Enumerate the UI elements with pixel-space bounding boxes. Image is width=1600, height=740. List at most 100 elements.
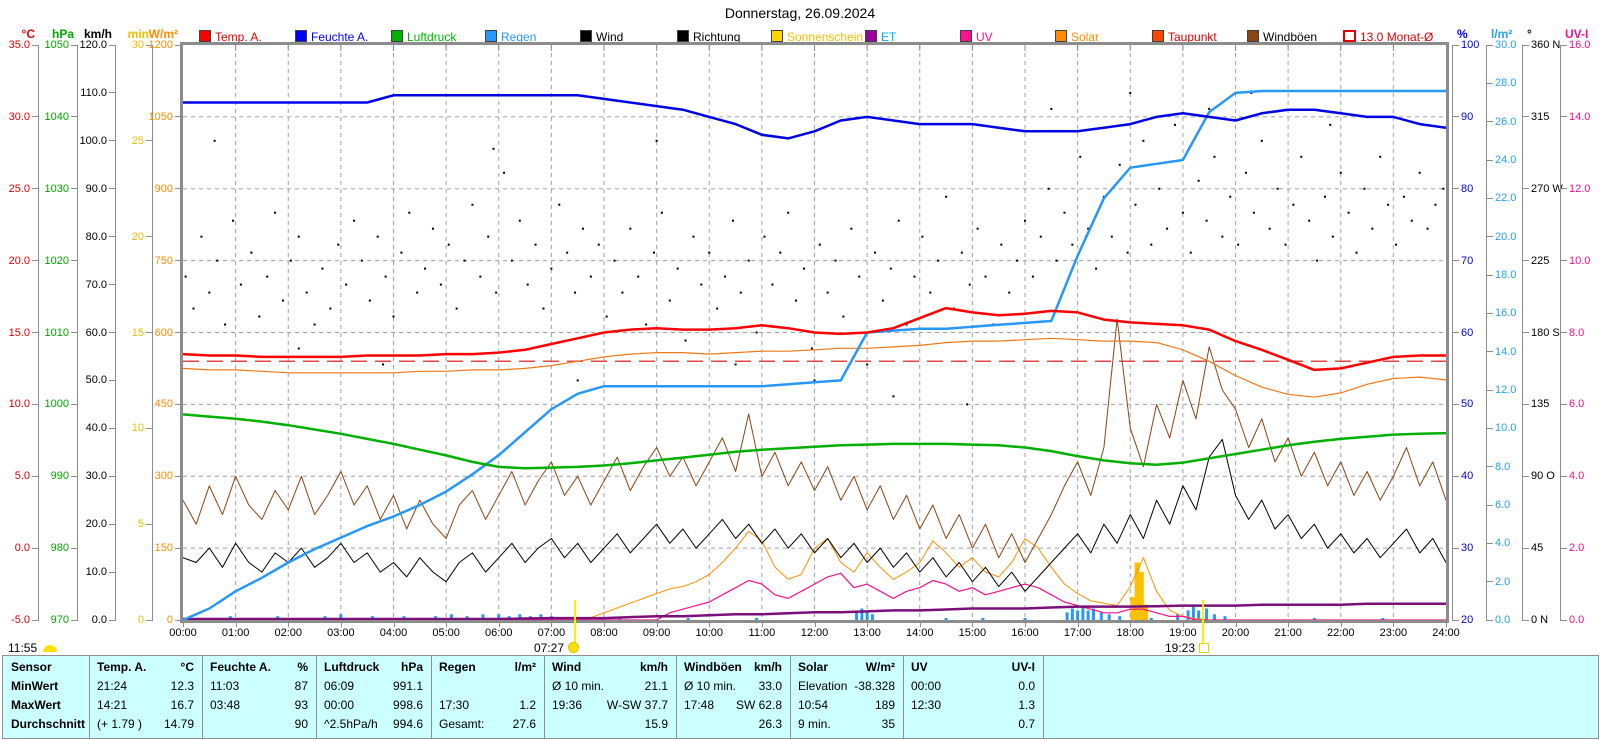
direction-dot bbox=[200, 235, 203, 238]
legend-item-Sonnenschein: Sonnenschein bbox=[771, 30, 863, 44]
direction-dot bbox=[305, 291, 308, 294]
direction-dot bbox=[313, 323, 316, 326]
direction-dot bbox=[1316, 259, 1319, 262]
direction-dot bbox=[400, 251, 403, 254]
tick bbox=[1487, 466, 1493, 468]
tick-label: 180 S bbox=[1531, 326, 1560, 339]
legend-swatch-Richtung bbox=[677, 30, 689, 42]
tick-label: 600 bbox=[154, 326, 173, 339]
legend-label: Windböen bbox=[1263, 30, 1318, 44]
direction-dot bbox=[968, 283, 971, 286]
cell-Luftdruck-r0-v: hPa bbox=[400, 660, 423, 674]
cell-Regen-r3-v: 27.6 bbox=[512, 717, 536, 731]
direction-dot bbox=[353, 219, 356, 222]
tick-label: 6.0 bbox=[1569, 398, 1585, 411]
cell-Solar-r2-l: 10:54 bbox=[798, 698, 829, 712]
tick bbox=[175, 475, 181, 477]
rain-bar bbox=[339, 614, 343, 620]
direction-dot bbox=[1150, 243, 1153, 246]
rain-bar bbox=[618, 618, 622, 620]
tick-label: 110.0 bbox=[80, 86, 107, 99]
tick-label: 18.0 bbox=[1495, 269, 1517, 281]
page-title: Donnerstag, 26.09.2024 bbox=[724, 5, 876, 21]
tick bbox=[146, 427, 152, 429]
tick bbox=[109, 523, 115, 525]
tick-label: 1050 bbox=[148, 110, 173, 123]
tick-label: 0 bbox=[137, 614, 144, 626]
tick-label: 0.0 bbox=[1495, 614, 1511, 626]
cell-Wind-r3-v: 15.9 bbox=[644, 717, 668, 731]
tick bbox=[71, 547, 77, 549]
rain-bar bbox=[981, 618, 985, 620]
tick-label: 0.0 bbox=[91, 614, 107, 626]
sunshine-bar bbox=[1130, 597, 1136, 620]
time-label-24:00: 24:00 bbox=[1432, 627, 1460, 639]
legend-swatch-ET bbox=[865, 30, 877, 42]
tick-label: 16.0 bbox=[1569, 39, 1591, 51]
cell-Windböen-r3-v: 26.3 bbox=[758, 717, 782, 731]
legend-swatch-Windböen bbox=[1247, 30, 1259, 42]
direction-dot bbox=[716, 307, 719, 310]
axis-unit-hPa: hPa bbox=[51, 27, 74, 41]
direction-dot bbox=[763, 235, 766, 238]
direction-dot bbox=[392, 315, 395, 318]
rain-bar bbox=[1070, 608, 1074, 620]
cell-Regen-r0-l: Regen bbox=[439, 660, 476, 674]
rain-bar bbox=[1381, 618, 1385, 620]
direction-dot bbox=[1339, 171, 1342, 174]
cell-Solar-r2-v: 189 bbox=[874, 698, 895, 712]
direction-dot bbox=[297, 235, 300, 238]
tick-label: 10 bbox=[131, 422, 144, 435]
sunset-marker bbox=[1202, 600, 1205, 652]
tick-label: 10.0 bbox=[1495, 422, 1517, 435]
direction-dot bbox=[503, 171, 506, 174]
table-separator bbox=[544, 656, 545, 738]
direction-dot bbox=[289, 259, 292, 262]
cell-Temp. A.-r3-l: (+ 1.79 ) bbox=[97, 717, 143, 731]
direction-dot bbox=[1363, 187, 1366, 190]
tick bbox=[146, 523, 152, 525]
tick bbox=[32, 188, 38, 190]
legend-label: Regen bbox=[501, 30, 537, 44]
cell-Windböen-r1-l: Ø 10 min. bbox=[684, 679, 737, 693]
tick bbox=[109, 188, 115, 190]
cell-Luftdruck-r2-l: 00:00 bbox=[324, 698, 355, 712]
legend-swatch-Regen bbox=[485, 30, 497, 42]
series-Solar bbox=[183, 530, 1446, 620]
direction-dot bbox=[1442, 187, 1445, 190]
direction-dot bbox=[866, 363, 869, 366]
direction-dot bbox=[1118, 163, 1121, 166]
tick-label: 4.0 bbox=[1569, 470, 1585, 483]
direction-dot bbox=[213, 139, 216, 142]
direction-dot bbox=[510, 259, 513, 262]
tick bbox=[109, 379, 115, 381]
direction-dot bbox=[960, 251, 963, 254]
tick bbox=[1487, 82, 1493, 84]
direction-dot bbox=[1252, 211, 1255, 214]
direction-dot bbox=[1024, 219, 1026, 222]
tick-label: 20 bbox=[1461, 614, 1474, 626]
rain-bar bbox=[1086, 610, 1090, 620]
tick bbox=[1561, 547, 1567, 549]
hour-tick bbox=[867, 620, 869, 627]
tick bbox=[109, 236, 115, 238]
tick bbox=[109, 332, 115, 333]
direction-dot bbox=[1229, 195, 1232, 198]
direction-dot bbox=[455, 307, 458, 310]
tick-label: 60.0 bbox=[85, 326, 107, 339]
tick-label: 70 bbox=[1461, 254, 1474, 267]
cell-Regen-r2-v: 1.2 bbox=[519, 698, 536, 712]
direction-dot bbox=[376, 235, 379, 238]
legend-item-Luftdruck: Luftdruck bbox=[391, 30, 456, 44]
tick bbox=[1523, 547, 1529, 549]
sunset-time: 19:23 bbox=[1165, 641, 1196, 655]
tick-label: 315 bbox=[1531, 110, 1550, 123]
direction-dot bbox=[1402, 195, 1405, 198]
tick-label: 0.0 bbox=[14, 542, 30, 555]
direction-dot bbox=[655, 139, 658, 142]
direction-dot bbox=[810, 347, 813, 350]
legend-swatch-Solar bbox=[1055, 30, 1067, 42]
tick bbox=[1487, 121, 1493, 123]
direction-dot bbox=[574, 291, 577, 294]
legend-label: Taupunkt bbox=[1168, 30, 1217, 44]
